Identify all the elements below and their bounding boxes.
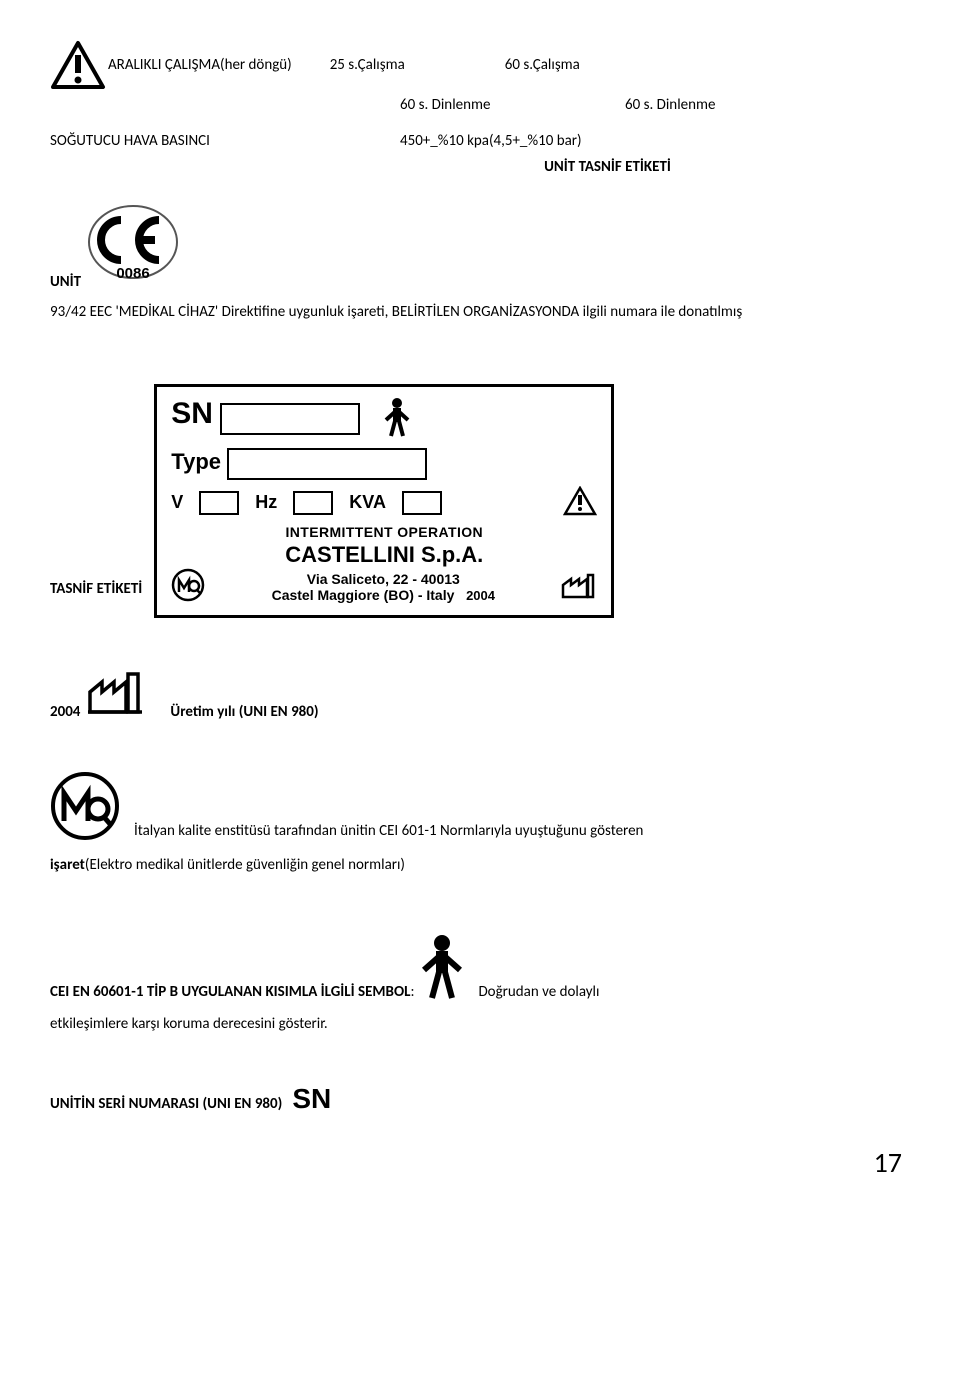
cei-symbol-row: CEI EN 60601-1 TİP B UYGULANAN KISIMLA İ… bbox=[50, 934, 910, 1005]
intermittent-operation-row: ARALIKLI ÇALIŞMA(her döngü)25 s.Çalışma6… bbox=[50, 40, 910, 90]
factory-icon bbox=[561, 571, 597, 604]
air-pressure-label: SOĞUTUCU HAVA BASINCI bbox=[50, 132, 400, 150]
rest-times-row: 60 s. Dinlenme 60 s. Dinlenme bbox=[50, 96, 910, 114]
person-icon-large bbox=[420, 934, 464, 1005]
air-pressure-value: 450+_%10 kpa(4,5+_%10 bar) bbox=[400, 132, 582, 150]
plate-company: CASTELLINI S.p.A. bbox=[171, 542, 597, 568]
cei-after-text: Doğrudan ve dolaylı bbox=[478, 983, 599, 1005]
ce-section: UNİT 0086 93/42 EEC 'MEDİKAL CİHAZ' Dire… bbox=[50, 204, 910, 324]
device-label-plate: SN Type bbox=[154, 384, 614, 618]
caution-icon bbox=[563, 486, 597, 520]
page-number: 17 bbox=[50, 1145, 910, 1180]
italian-quality-row: İtalyan kalite enstitüsü tarafından ünit… bbox=[50, 771, 910, 846]
serial-number-title: UNİTİN SERİ NUMARASI (UNI EN 980) bbox=[50, 1095, 282, 1115]
electro-medical-note: işaret(Elektro medikal ünitlerde güvenli… bbox=[50, 856, 910, 874]
plate-sn-label: SN bbox=[171, 397, 213, 430]
cei-label: CEI EN 60601-1 TİP B UYGULANAN KISIMLA İ… bbox=[50, 983, 414, 1005]
air-pressure-row: SOĞUTUCU HAVA BASINCI 450+_%10 kpa(4,5+_… bbox=[50, 132, 910, 150]
unit-classification-label-title: UNİT TASNİF ETİKETİ bbox=[305, 158, 910, 176]
plate-addr1: Via Saliceto, 22 - 40013 bbox=[205, 571, 561, 587]
factory-icon-large bbox=[86, 668, 148, 721]
year-value: 2004 bbox=[50, 703, 80, 721]
rest-time-2: 60 s. Dinlenme bbox=[625, 96, 825, 114]
cei-line2: etkileşimlere karşı koruma derecesini gö… bbox=[50, 1015, 910, 1033]
year-label: Üretim yılı (UNI EN 980) bbox=[170, 703, 318, 721]
warning-icon bbox=[50, 40, 106, 90]
svg-text:0086: 0086 bbox=[116, 265, 149, 282]
imq-icon bbox=[171, 568, 205, 607]
plate-type-box bbox=[227, 448, 427, 480]
plate-type-label: Type bbox=[171, 449, 221, 475]
serial-number-row: UNİTİN SERİ NUMARASI (UNI EN 980) SN bbox=[50, 1083, 910, 1115]
manufacture-year-row: 2004 Üretim yılı (UNI EN 980) bbox=[50, 668, 910, 721]
intermittent-label: ARALIKLI ÇALIŞMA(her döngü)25 s.Çalışma6… bbox=[108, 56, 580, 74]
plate-operation: INTERMITTENT OPERATION bbox=[171, 524, 597, 540]
ce-description: 93/42 EEC 'MEDİKAL CİHAZ' Direktifine uy… bbox=[50, 301, 910, 324]
person-icon bbox=[384, 397, 410, 442]
plate-sn-box bbox=[220, 403, 360, 435]
ce-mark-icon: 0086 bbox=[87, 204, 179, 291]
rest-time-1: 60 s. Dinlenme bbox=[400, 96, 625, 114]
italian-quality-text: İtalyan kalite enstitüsü tarafından ünit… bbox=[134, 822, 643, 846]
unit-label: UNİT bbox=[50, 273, 81, 291]
classification-plate-row: TASNİF ETİKETİ SN bbox=[50, 384, 910, 618]
imq-icon-large bbox=[50, 771, 120, 846]
sn-symbol: SN bbox=[292, 1083, 331, 1115]
classification-label: TASNİF ETİKETİ bbox=[50, 580, 142, 618]
